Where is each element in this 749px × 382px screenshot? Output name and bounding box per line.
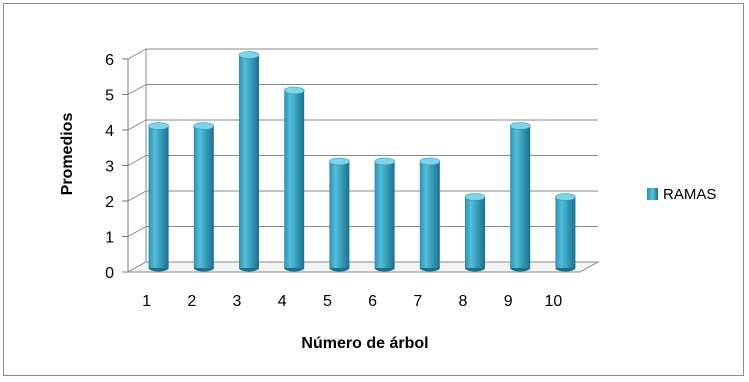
bar-top [194, 123, 214, 130]
bar-top [555, 194, 575, 201]
x-tick-label: 10 [545, 293, 563, 310]
gridline-side [128, 49, 146, 59]
y-axis-title: Promedios [59, 113, 76, 196]
bar [465, 194, 485, 272]
x-tick-label: 4 [278, 293, 287, 310]
legend-swatch [647, 188, 658, 200]
x-tick-label: 1 [142, 293, 151, 310]
x-tick-label: 8 [459, 293, 468, 310]
bar-body [194, 126, 214, 268]
y-tick-label: 5 [105, 88, 114, 105]
bar-top [510, 123, 530, 130]
bar [149, 123, 169, 272]
y-tick-label: 0 [105, 265, 114, 282]
bar-body [375, 162, 395, 269]
bar-body [420, 162, 440, 269]
y-tick-label: 2 [105, 194, 114, 211]
x-tick-label: 6 [368, 293, 377, 310]
gridline-side [128, 191, 146, 201]
x-tick-label: 7 [413, 293, 422, 310]
bar-body [510, 126, 530, 268]
bar-top [239, 52, 259, 59]
bar [420, 158, 440, 272]
y-tick-labels: 0 1 2 3 4 5 6 [105, 52, 114, 282]
bar-top [465, 194, 485, 201]
bar [555, 194, 575, 272]
bar-body [329, 162, 349, 269]
gridline-side [128, 120, 146, 130]
bar-body [284, 91, 304, 269]
x-tick-label: 2 [187, 293, 196, 310]
bar [510, 123, 530, 272]
legend: RAMAS [647, 186, 716, 203]
bar-top [375, 158, 395, 165]
bar [375, 158, 395, 272]
bar-body [555, 197, 575, 268]
gridline-side [128, 156, 146, 166]
x-axis-title: Número de árbol [301, 335, 428, 352]
bar [239, 52, 259, 272]
gridline-side [128, 227, 146, 237]
bar-top [284, 87, 304, 94]
x-tick-label: 9 [504, 293, 513, 310]
bar-top [149, 123, 169, 130]
gridline-side [128, 85, 146, 95]
legend-label: RAMAS [663, 186, 716, 203]
y-tick-label: 3 [105, 159, 114, 176]
bar-top [420, 158, 440, 165]
bar-body [465, 197, 485, 268]
bar-body [239, 55, 259, 268]
x-tick-label: 5 [323, 293, 332, 310]
bar-top [329, 158, 349, 165]
y-tick-label: 6 [105, 52, 114, 69]
x-tick-label: 3 [233, 293, 242, 310]
y-tick-label: 4 [105, 123, 114, 140]
bar [194, 123, 214, 272]
bar-body [149, 126, 169, 268]
bar [284, 87, 304, 272]
x-tick-labels: 1 2 3 4 5 6 7 8 9 10 [142, 293, 562, 310]
bar [329, 158, 349, 272]
y-tick-label: 1 [105, 230, 114, 247]
